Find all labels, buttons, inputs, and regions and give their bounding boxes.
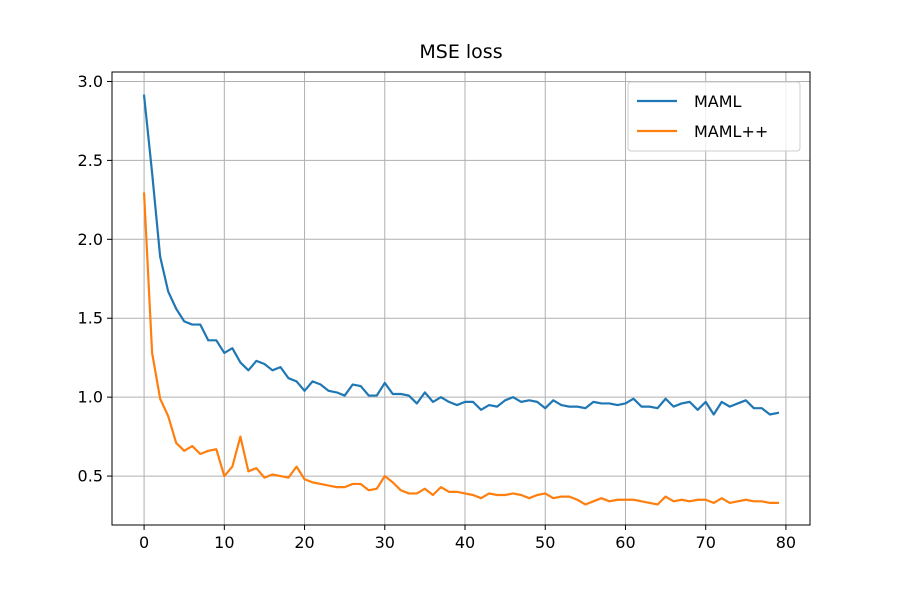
series-line-maml-plus-plus	[142, 192, 780, 506]
y-tick-label: 0.5	[78, 467, 103, 486]
chart-title: MSE loss	[419, 41, 502, 63]
x-tick-label: 40	[455, 533, 475, 552]
x-tick-label: 0	[139, 533, 149, 552]
series-layer	[142, 94, 780, 506]
series-line-maml	[142, 94, 780, 416]
y-tick-label: 2.0	[78, 230, 103, 249]
x-tick-label: 30	[375, 533, 395, 552]
y-tick-label: 1.5	[78, 309, 103, 328]
legend-box	[627, 81, 801, 152]
x-tick-label: 50	[535, 533, 555, 552]
x-tick-label: 80	[776, 533, 796, 552]
y-axis: 0.5 1.0 1.5 2.0 2.5 3.0	[78, 72, 112, 486]
y-tick-label: 1.0	[78, 388, 103, 407]
x-tick-label: 10	[214, 533, 234, 552]
x-tick-label: 20	[294, 533, 314, 552]
x-axis: 0 10 20 30 40 50 60 70 80	[139, 525, 796, 552]
x-tick-label: 60	[615, 533, 635, 552]
x-tick-label: 70	[696, 533, 716, 552]
legend-label: MAML++	[694, 122, 768, 141]
plot-frame	[111, 71, 811, 526]
legend: MAML MAML++	[627, 81, 801, 152]
legend-label: MAML	[694, 92, 742, 111]
y-tick-label: 3.0	[78, 72, 103, 91]
y-tick-label: 2.5	[78, 151, 103, 170]
